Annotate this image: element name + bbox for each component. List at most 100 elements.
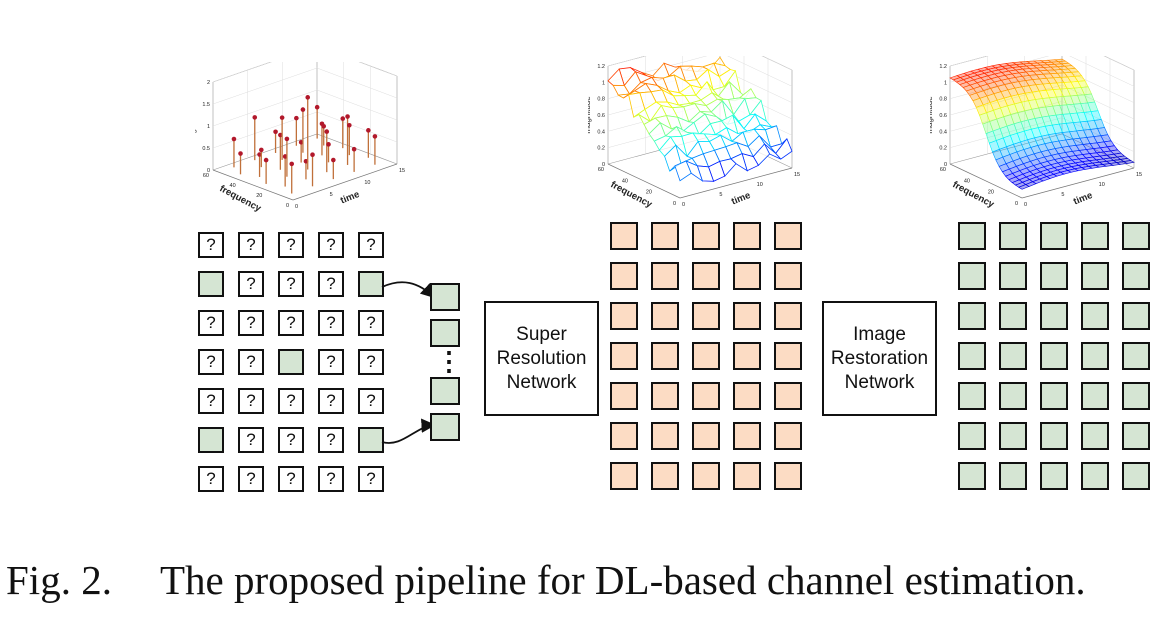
restored-cell <box>958 342 986 370</box>
restored-cell <box>1081 262 1109 290</box>
y-tick-label: 0 <box>1024 202 1027 208</box>
y-axis-label: time <box>1072 190 1094 208</box>
pilot-arrows <box>381 281 436 444</box>
caption-text: The proposed pipeline for DL-based chann… <box>160 557 1086 603</box>
y-tick-label: 5 <box>330 192 333 198</box>
z-tick-label: 1 <box>602 80 605 86</box>
unknown-cell: ? <box>318 349 344 375</box>
stem-head <box>331 157 336 163</box>
sr-cell <box>610 342 638 370</box>
z-tick-label: 0 <box>944 162 947 168</box>
restored-cell <box>1122 342 1150 370</box>
x-tick-label: 20 <box>988 190 994 196</box>
z-tick-label: 1.5 <box>202 102 210 108</box>
restored-cell <box>1040 302 1068 330</box>
unknown-cell: ? <box>198 466 224 492</box>
restored-cell <box>1040 382 1068 410</box>
z-axis-label: magnitude <box>930 96 934 134</box>
sr-cell <box>692 222 720 250</box>
unknown-cell: ? <box>278 388 304 414</box>
restored-cell <box>1122 382 1150 410</box>
sr-cell <box>774 382 802 410</box>
unknown-cell: ? <box>278 232 304 258</box>
ellipsis-dots: ⋮ <box>436 346 462 376</box>
sr-cell <box>610 222 638 250</box>
unknown-cell: ? <box>198 388 224 414</box>
ir-line-1: Image <box>853 323 906 345</box>
unknown-cell: ? <box>358 466 384 492</box>
input-pilot-grid: ?????????????????????????????? <box>198 232 394 500</box>
unknown-cell: ? <box>318 466 344 492</box>
restored-cell <box>1081 222 1109 250</box>
pilot-vector-cell <box>430 283 460 311</box>
unknown-cell: ? <box>318 388 344 414</box>
restored-cell <box>1081 342 1109 370</box>
sr-line-2: Resolution <box>496 347 587 369</box>
unknown-cell: ? <box>358 310 384 336</box>
stem-head <box>324 129 330 134</box>
pilot-cell <box>358 271 384 297</box>
restored-cell <box>1040 462 1068 490</box>
sr-cell <box>774 262 802 290</box>
restored-cell <box>958 262 986 290</box>
stem-head <box>347 122 352 128</box>
stem-head <box>372 134 378 139</box>
sr-cell <box>733 422 761 450</box>
sr-cell <box>651 302 679 330</box>
stem-head <box>263 157 269 163</box>
arrow-top <box>381 281 436 299</box>
restored-cell <box>958 302 986 330</box>
sr-cell <box>733 302 761 330</box>
z-tick-label: 1.2 <box>939 64 947 70</box>
restored-cell <box>999 302 1027 330</box>
ir-line-2: Restoration <box>830 347 929 369</box>
surface-patch <box>674 160 692 182</box>
stem-head <box>259 147 264 153</box>
stem-head <box>351 146 357 152</box>
restored-cell <box>1040 222 1068 250</box>
y-axis-label: time <box>730 190 752 208</box>
x-tick-label: 40 <box>964 178 970 184</box>
sr-cell <box>774 422 802 450</box>
restored-cell <box>1040 422 1068 450</box>
sr-cell <box>610 382 638 410</box>
unknown-cell: ? <box>278 271 304 297</box>
restored-cell <box>999 382 1027 410</box>
restored-cell <box>1081 302 1109 330</box>
unknown-cell: ? <box>238 427 264 453</box>
y-axis-label: time <box>339 189 361 207</box>
sr-cell <box>692 382 720 410</box>
sr-cell <box>774 302 802 330</box>
z-tick-label: 0.2 <box>597 146 605 152</box>
unknown-cell: ? <box>318 427 344 453</box>
restored-cell <box>999 422 1027 450</box>
restored-cell <box>1122 462 1150 490</box>
z-tick-label: 0 <box>602 162 605 168</box>
stem-head <box>252 115 258 120</box>
pilot-vector-column <box>430 283 462 443</box>
pilot-cell <box>198 271 224 297</box>
restored-cell <box>1122 222 1150 250</box>
stem-head <box>310 152 315 157</box>
z-axis-label: magnitude <box>588 96 592 134</box>
sr-cell <box>692 342 720 370</box>
pilot-cell <box>278 349 304 375</box>
stems <box>231 95 378 194</box>
unknown-cell: ? <box>358 232 384 258</box>
restored-cell <box>999 222 1027 250</box>
unknown-cell: ? <box>238 388 264 414</box>
x-tick-label: 20 <box>256 193 262 199</box>
x-tick-label: 60 <box>598 167 604 173</box>
restored-cell <box>1081 462 1109 490</box>
y-tick-label: 5 <box>1061 192 1064 198</box>
z-tick-label: 0 <box>207 168 210 174</box>
x-tick-label: 0 <box>673 201 676 207</box>
restored-cell <box>999 342 1027 370</box>
unknown-cell: ? <box>278 427 304 453</box>
restored-cell <box>1040 342 1068 370</box>
unknown-cell: ? <box>318 232 344 258</box>
